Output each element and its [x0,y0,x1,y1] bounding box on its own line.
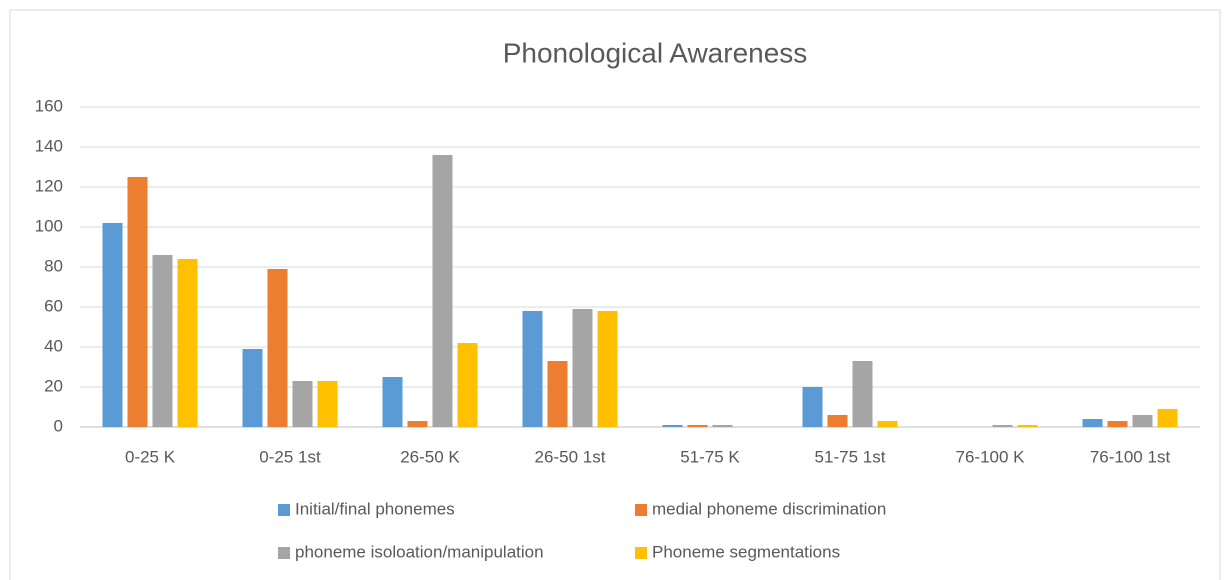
bar [432,155,453,427]
bar [852,361,873,427]
legend-label: Phoneme segmentations [652,542,840,561]
bar [802,387,823,427]
bar [1132,415,1153,427]
bar [407,421,428,427]
x-tick-label: 26-50 1st [535,447,606,466]
x-tick-label: 0-25 K [125,447,176,466]
y-tick-label: 20 [44,376,63,395]
y-tick-label: 120 [35,176,63,195]
bar [177,259,198,427]
x-tick-label: 26-50 K [400,447,460,466]
bar [827,415,848,427]
bar [547,361,568,427]
y-tick-label: 160 [35,96,63,115]
legend-label: medial phoneme discrimination [652,499,886,518]
legend-label: Initial/final phonemes [295,499,455,518]
bar [522,311,543,427]
legend-swatch [278,504,290,516]
chart-border [9,9,1221,580]
bar [597,311,618,427]
legend-label: phoneme isoloation/manipulation [295,542,544,561]
bar [292,381,313,427]
y-tick-label: 0 [54,416,63,435]
bar [317,381,338,427]
bar [242,349,263,427]
y-tick-label: 40 [44,336,63,355]
x-tick-label: 51-75 K [680,447,740,466]
bar [687,425,708,427]
bar [1157,409,1178,427]
legend-swatch [635,547,647,559]
legend-swatch [635,504,647,516]
x-tick-label: 76-100 1st [1090,447,1171,466]
x-tick-label: 0-25 1st [259,447,321,466]
bar [152,255,173,427]
bar [1017,425,1038,427]
bar [382,377,403,427]
bar [102,223,123,427]
y-tick-label: 60 [44,296,63,315]
bar [457,343,478,427]
bar [267,269,288,427]
bar [1107,421,1128,427]
bar [877,421,898,427]
bar [662,425,683,427]
bar [992,425,1013,427]
legend-swatch [278,547,290,559]
bar [572,309,593,427]
bar [1082,419,1103,427]
bar [127,177,148,427]
y-tick-label: 80 [44,256,63,275]
x-tick-label: 51-75 1st [815,447,886,466]
chart-title: Phonological Awareness [503,37,808,68]
bar [712,425,733,427]
x-tick-label: 76-100 K [956,447,1026,466]
y-tick-label: 140 [35,136,63,155]
y-tick-label: 100 [35,216,63,235]
